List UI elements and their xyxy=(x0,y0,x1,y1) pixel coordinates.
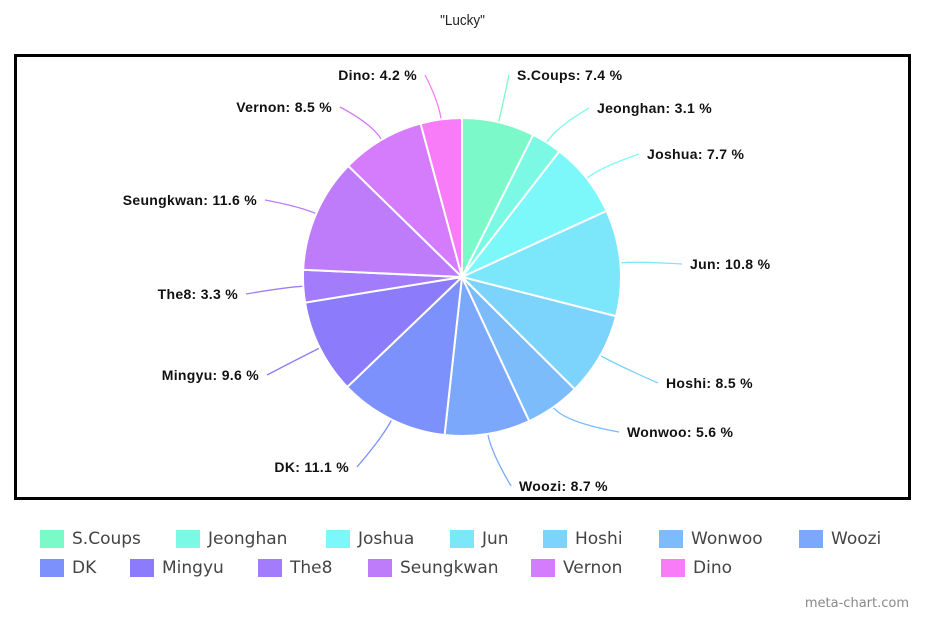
label-connector xyxy=(497,74,510,123)
legend-label: The8 xyxy=(290,558,333,578)
legend-label: Seungkwan xyxy=(400,558,499,578)
legend-item-dino[interactable]: Dino xyxy=(661,557,732,579)
slice-data-label: DK: 11.1 % xyxy=(274,459,349,475)
legend-swatch xyxy=(531,559,555,577)
pie-slice-woozi[interactable] xyxy=(443,273,531,437)
legend-swatch xyxy=(799,530,823,548)
pie-slice-mingyu[interactable] xyxy=(303,275,466,389)
legend-swatch xyxy=(659,530,683,548)
legend-item-s-coups[interactable]: S.Coups xyxy=(40,528,141,550)
pie-slice-dino[interactable] xyxy=(419,116,463,278)
label-connector xyxy=(356,419,393,468)
legend-swatch xyxy=(326,530,350,548)
slice-data-label: Dino: 4.2 % xyxy=(338,67,417,83)
legend-label: Mingyu xyxy=(162,558,224,578)
slice-data-label: Mingyu: 9.6 % xyxy=(162,367,259,383)
legend-label: S.Coups xyxy=(72,529,141,549)
chart-title: "Lucky" xyxy=(440,12,485,29)
label-connector xyxy=(487,433,512,487)
legend-item-the8[interactable]: The8 xyxy=(258,557,332,579)
label-connector xyxy=(245,285,304,295)
legend-label: Hoshi xyxy=(575,529,623,549)
pie-slice-dk[interactable] xyxy=(345,274,464,437)
legend-item-joshua[interactable]: Joshua xyxy=(326,528,414,550)
slice-data-label: Seungkwan: 11.6 % xyxy=(123,192,258,208)
legend-swatch xyxy=(40,559,64,577)
legend-swatch xyxy=(176,530,200,548)
legend-swatch xyxy=(258,559,282,577)
pie-slice-vernon[interactable] xyxy=(346,122,464,281)
legend-item-dk[interactable]: DK xyxy=(40,557,96,579)
legend-item-vernon[interactable]: Vernon xyxy=(531,557,622,579)
slice-data-label: Vernon: 8.5 % xyxy=(236,99,332,115)
legend-swatch xyxy=(543,530,567,548)
slice-data-label: Hoshi: 8.5 % xyxy=(666,375,753,391)
legend-label: Joshua xyxy=(358,529,415,549)
label-connector xyxy=(546,107,590,143)
legend-item-seungkwan[interactable]: Seungkwan xyxy=(368,557,499,579)
legend-item-jun[interactable]: Jun xyxy=(450,528,509,550)
label-connector xyxy=(620,261,683,265)
label-connector xyxy=(552,406,620,433)
legend-swatch xyxy=(450,530,474,548)
legend-item-woozi[interactable]: Woozi xyxy=(799,528,881,550)
legend-swatch xyxy=(40,530,64,548)
legend-swatch xyxy=(130,559,154,577)
pie-slice-hoshi[interactable] xyxy=(458,275,618,391)
slice-data-label: Jeonghan: 3.1 % xyxy=(597,100,712,116)
legend-label: Dino xyxy=(693,558,732,578)
legend-swatch xyxy=(661,559,685,577)
chart-frame xyxy=(14,54,911,500)
legend-label: Wonwoo xyxy=(691,529,763,549)
label-connector xyxy=(586,153,640,179)
slice-data-label: Wonwoo: 5.6 % xyxy=(627,424,734,440)
legend-item-wonwoo[interactable]: Wonwoo xyxy=(659,528,763,550)
label-connector xyxy=(264,199,317,215)
label-connector xyxy=(424,74,442,120)
legend-label: Jun xyxy=(482,529,509,549)
legend-item-jeonghan[interactable]: Jeonghan xyxy=(176,528,287,550)
label-connector xyxy=(339,106,383,141)
slice-data-label: S.Coups: 7.4 % xyxy=(517,67,623,83)
legend-swatch xyxy=(368,559,392,577)
credit-link[interactable]: meta-chart.com xyxy=(804,596,909,611)
label-connector xyxy=(599,354,659,384)
pie-slice-jun[interactable] xyxy=(459,209,623,318)
legend-label: DK xyxy=(72,558,97,578)
slice-data-label: The8: 3.3 % xyxy=(158,286,239,302)
label-connector xyxy=(266,347,320,376)
legend-label: Vernon xyxy=(563,558,623,578)
legend-item-hoshi[interactable]: Hoshi xyxy=(543,528,623,550)
pie-slice-seungkwan[interactable] xyxy=(302,164,465,279)
legend-item-mingyu[interactable]: Mingyu xyxy=(130,557,224,579)
legend-label: Jeonghan xyxy=(208,529,288,549)
slice-data-label: Joshua: 7.7 % xyxy=(647,146,745,162)
slice-data-label: Jun: 10.8 % xyxy=(690,256,771,272)
legend-label: Woozi xyxy=(831,529,882,549)
slice-data-label: Woozi: 8.7 % xyxy=(519,478,608,494)
